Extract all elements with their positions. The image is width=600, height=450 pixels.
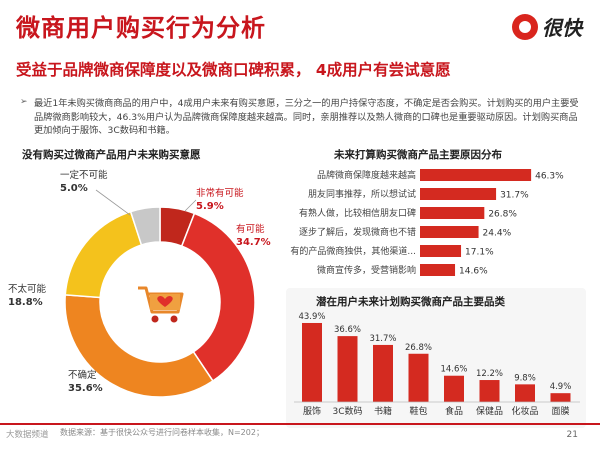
bar-value-label: 31.7% [500, 191, 529, 201]
slice-label: 不太可能 [8, 283, 47, 295]
hbar-chart-title: 未来打算购买微商产品主要原因分布 [334, 149, 502, 161]
donut-slice [64, 294, 214, 398]
slice-value: 5.9% [196, 201, 224, 212]
bar-category-label: 化妆品 [511, 405, 538, 417]
bar-category-label: 保健品 [476, 405, 503, 417]
bar-category-label: 微商宣传多，受营销影响 [317, 264, 416, 276]
footer-divider [0, 423, 600, 425]
logo-mark-icon [512, 13, 538, 40]
bar [420, 245, 462, 257]
bar [420, 207, 485, 219]
bar-category-label: 3C数码 [332, 405, 362, 417]
bar-value-label: 31.7% [369, 334, 396, 344]
source-note: 数据来源：基于很快公众号进行问卷样本收集，N=202； [60, 428, 264, 437]
bar-category-label: 逐步了解后，发现微商也不错 [299, 226, 416, 238]
bar [479, 380, 500, 402]
logo-text: 很快 [542, 16, 582, 40]
bar-category-label: 书籍 [374, 405, 392, 417]
bar-category-label: 服饰 [303, 405, 321, 417]
bar [420, 226, 479, 238]
leader-line [95, 189, 131, 216]
bar-category-label: 朋友同事推荐，所以想试试 [308, 188, 416, 200]
bar [373, 344, 393, 402]
bar-category-label: 品牌微商保障度越来越高 [317, 169, 416, 181]
bar-value-label: 46.3% [535, 172, 564, 182]
bar [420, 188, 497, 200]
page-subtitle: 受益于品牌微商保障度以及微商口碑积累， 4成用户有尝试意愿 [16, 61, 451, 79]
donut-slice [129, 206, 161, 246]
slice-value: 35.6% [68, 383, 103, 394]
shopping-cart-heart-icon [138, 286, 184, 323]
page-title: 微商用户购买行为分析 [16, 14, 266, 42]
bar-category-label: 食品 [445, 405, 463, 417]
slice-label: 非常有可能 [196, 187, 244, 199]
bar-value-label: 26.8% [488, 210, 517, 220]
categories-chart-panel: 43.9% 服饰 36.6% 3C数码 31.7% 书籍 26.8% 鞋包 14.6% 食品 12.… [286, 288, 586, 428]
slice-label: 不确定 [68, 369, 97, 381]
bar [444, 375, 464, 402]
bar [420, 169, 532, 181]
watermark: 大数据频道 [6, 430, 49, 440]
bar-value-label: 14.6% [440, 365, 467, 375]
bar [550, 393, 571, 402]
reasons-bar-chart: 品牌微商保障度越来越高 46.3% 朋友同事推荐，所以想试试 31.7% 有熟人做，比较… [290, 169, 564, 277]
donut-chart: 非常有可能 5.9% 有可能 34.7% 不确定 35.6% 不太可能 18.8% 一定不可能 5… [8, 169, 271, 398]
bar-value-label: 12.2% [476, 369, 503, 379]
slice-value: 5.0% [60, 183, 88, 194]
slice-label: 有可能 [236, 223, 265, 235]
bar [408, 353, 429, 402]
bar [420, 264, 456, 276]
page-number: 21 [566, 430, 578, 440]
bar-value-label: 4.9% [550, 382, 572, 392]
bar-category-label: 面膜 [551, 406, 569, 417]
bar-category-label: 有熟人做，比较相信朋友口碑 [299, 207, 416, 219]
slice-label: 一定不可能 [60, 169, 108, 181]
bar-value-label: 43.9% [298, 312, 325, 322]
brand-logo: 很快 [512, 12, 582, 41]
donut-slice [180, 212, 256, 382]
donut-chart-title: 没有购买过微商产品用户未来购买意愿 [22, 149, 201, 161]
bar-category-label: 有的产品微商独供，其他渠道... [290, 245, 416, 257]
slice-value: 34.7% [236, 237, 271, 248]
bar-category-label: 鞋包 [409, 405, 427, 417]
bar-value-label: 24.4% [483, 229, 512, 239]
bullet-arrow-icon: ➢ [20, 97, 28, 107]
bar [337, 336, 358, 402]
vbar-chart-title: 潜在用户未来计划购买微商产品主要品类 [316, 296, 505, 308]
bar-value-label: 26.8% [405, 343, 432, 353]
bar [515, 384, 535, 402]
bar [302, 322, 322, 402]
categories-bar-chart: 43.9% 服饰 36.6% 3C数码 31.7% 书籍 26.8% 鞋包 14.6% 食品 12.… [294, 312, 580, 417]
intro-paragraph: 最近1年未购买微商商品的用户中，4成用户未来有购买意愿，三分之一的用户持保守态度… [34, 98, 579, 136]
slice-value: 18.8% [8, 297, 43, 308]
bar-value-label: 9.8% [514, 373, 536, 383]
bar-value-label: 14.6% [459, 267, 488, 277]
leader-line [184, 199, 197, 212]
bar-value-label: 17.1% [465, 248, 494, 258]
bar-value-label: 36.6% [334, 325, 361, 335]
